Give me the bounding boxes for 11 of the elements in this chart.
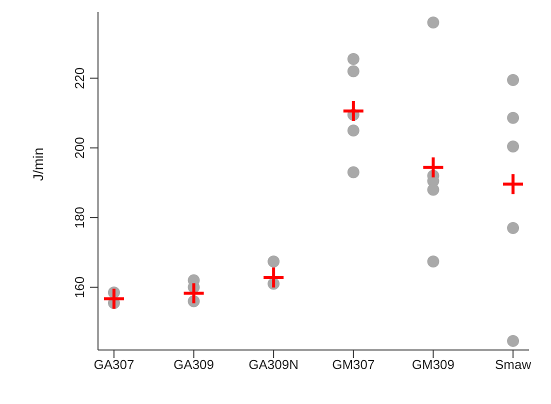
y-tick-label: 160 (72, 276, 87, 298)
y-tick-label: 180 (72, 206, 87, 228)
x-tick-label: GM307 (332, 357, 375, 372)
x-tick-label: GA309N (248, 357, 299, 372)
y-tick-label: 200 (72, 137, 87, 159)
x-tick-label: GM309 (412, 357, 455, 372)
y-axis-title: J/min (30, 148, 46, 181)
y-tick-label: 220 (72, 67, 87, 90)
x-tick-label: GA307 (94, 357, 134, 372)
x-tick-label: Smaw (494, 357, 532, 372)
x-tick-label: GA309 (174, 357, 214, 372)
